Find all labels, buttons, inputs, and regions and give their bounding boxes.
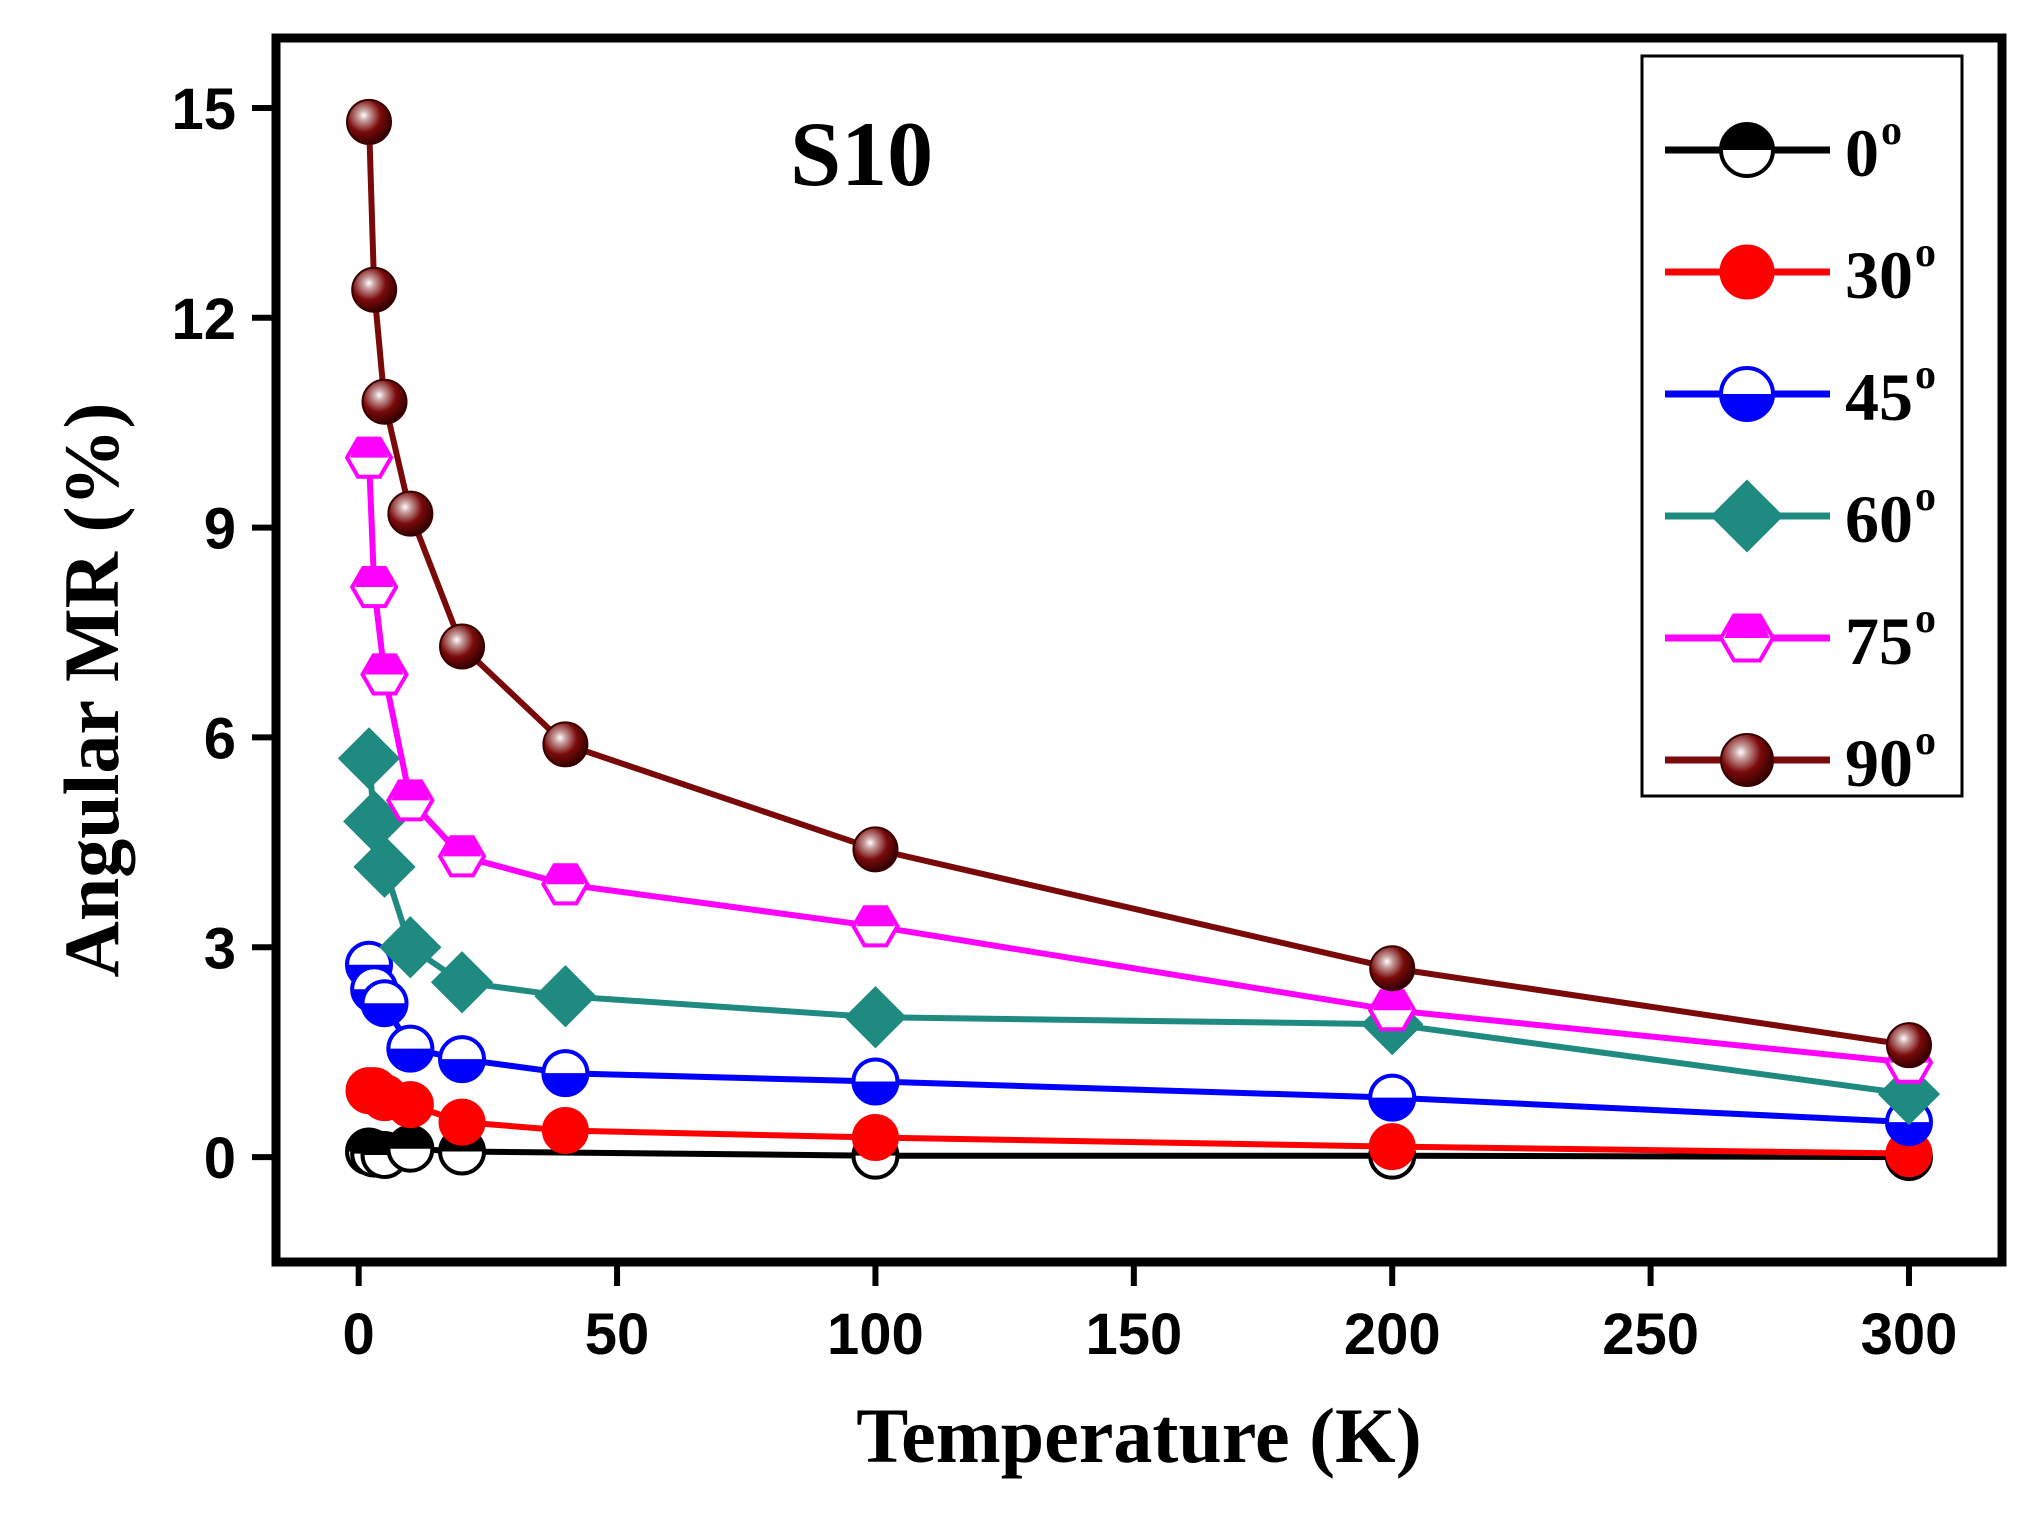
legend-degree: o xyxy=(1915,596,1936,642)
data-point xyxy=(386,1024,435,1073)
data-point xyxy=(851,1057,900,1106)
data-point xyxy=(1885,1022,1932,1069)
data-point xyxy=(438,1098,486,1146)
legend-label: 60 xyxy=(1845,481,1913,557)
data-point xyxy=(344,436,394,479)
data-point xyxy=(437,835,487,878)
data-point xyxy=(534,965,597,1028)
data-point xyxy=(1368,1073,1417,1122)
legend-marker xyxy=(1720,733,1774,787)
y-tick-label: 3 xyxy=(204,916,236,981)
legend-marker xyxy=(1718,613,1776,663)
data-point xyxy=(851,1114,899,1162)
legend-item: 60 o xyxy=(1665,474,1936,557)
data-point xyxy=(1369,945,1416,992)
data-point xyxy=(439,623,486,670)
data-point xyxy=(387,490,434,537)
legend-label: 0 xyxy=(1845,115,1879,191)
legend-marker xyxy=(1719,244,1775,300)
legend: 0 o30 o45 o60 o75 o90 o xyxy=(1640,54,1964,801)
plot-frame xyxy=(271,33,2007,1267)
data-point xyxy=(379,916,442,979)
y-tick-label: 12 xyxy=(171,287,236,352)
y-tick-label: 15 xyxy=(171,77,236,142)
data-point xyxy=(541,863,590,906)
legend-degree: o xyxy=(1881,108,1902,154)
legend-marker xyxy=(1719,366,1775,422)
legend-degree: o xyxy=(1915,718,1936,764)
data-point xyxy=(386,779,435,822)
legend-item: 90 o xyxy=(1665,718,1936,801)
series-line xyxy=(366,964,1910,1126)
x-tick-label: 200 xyxy=(1344,1302,1441,1367)
series-90deg xyxy=(346,98,1932,1069)
series-45deg xyxy=(345,940,1933,1147)
data-point xyxy=(1367,989,1417,1032)
x-tick-label: 50 xyxy=(585,1302,650,1367)
data-point xyxy=(542,721,589,768)
data-point xyxy=(541,1049,590,1098)
legend-marker xyxy=(1719,122,1775,178)
data-point xyxy=(386,1081,434,1129)
x-tick-label: 300 xyxy=(1861,1302,1958,1367)
x-axis-label: Temperature (K) xyxy=(856,1392,1421,1479)
legend-item: 45 o xyxy=(1665,352,1936,435)
y-tick-label: 6 xyxy=(204,706,236,771)
data-point xyxy=(852,826,899,873)
legend-box xyxy=(1640,54,1964,798)
legend-label: 30 xyxy=(1845,237,1913,313)
series-line xyxy=(369,1087,1910,1157)
data-point xyxy=(361,378,408,425)
y-tick-label: 9 xyxy=(204,497,236,562)
data-point xyxy=(386,1124,435,1173)
series-line xyxy=(366,758,1910,1098)
legend-marker xyxy=(1710,479,1784,553)
legend-label: 90 xyxy=(1845,725,1913,801)
x-tick-label: 0 xyxy=(343,1302,375,1367)
data-point xyxy=(337,727,401,790)
data-point xyxy=(360,979,409,1028)
data-point xyxy=(438,1035,487,1084)
legend-item: 30 o xyxy=(1665,230,1936,313)
data-point xyxy=(351,266,398,313)
chart-annotation: S10 xyxy=(790,103,933,205)
data-point xyxy=(346,98,393,145)
series-layer xyxy=(337,98,1941,1182)
data-point xyxy=(851,905,900,948)
x-tick-label: 150 xyxy=(1085,1302,1182,1367)
data-point xyxy=(353,835,416,898)
legend-item: 75 o xyxy=(1665,596,1936,679)
data-point xyxy=(844,986,907,1049)
data-point xyxy=(360,653,409,696)
legend-label: 75 xyxy=(1845,603,1913,679)
data-point xyxy=(430,951,494,1014)
x-tick-label: 100 xyxy=(827,1302,924,1367)
data-point xyxy=(349,565,399,609)
data-point xyxy=(1368,1123,1416,1171)
legend-degree: o xyxy=(1915,230,1936,276)
x-tick-label: 250 xyxy=(1602,1302,1699,1367)
legend-label: 45 xyxy=(1845,359,1913,435)
legend-degree: o xyxy=(1915,352,1936,398)
data-point xyxy=(541,1107,589,1155)
legend-degree: o xyxy=(1915,474,1936,520)
data-point xyxy=(1877,1063,1941,1126)
y-axis-label: Angular MR (%) xyxy=(48,403,135,978)
y-tick-label: 0 xyxy=(204,1126,236,1191)
